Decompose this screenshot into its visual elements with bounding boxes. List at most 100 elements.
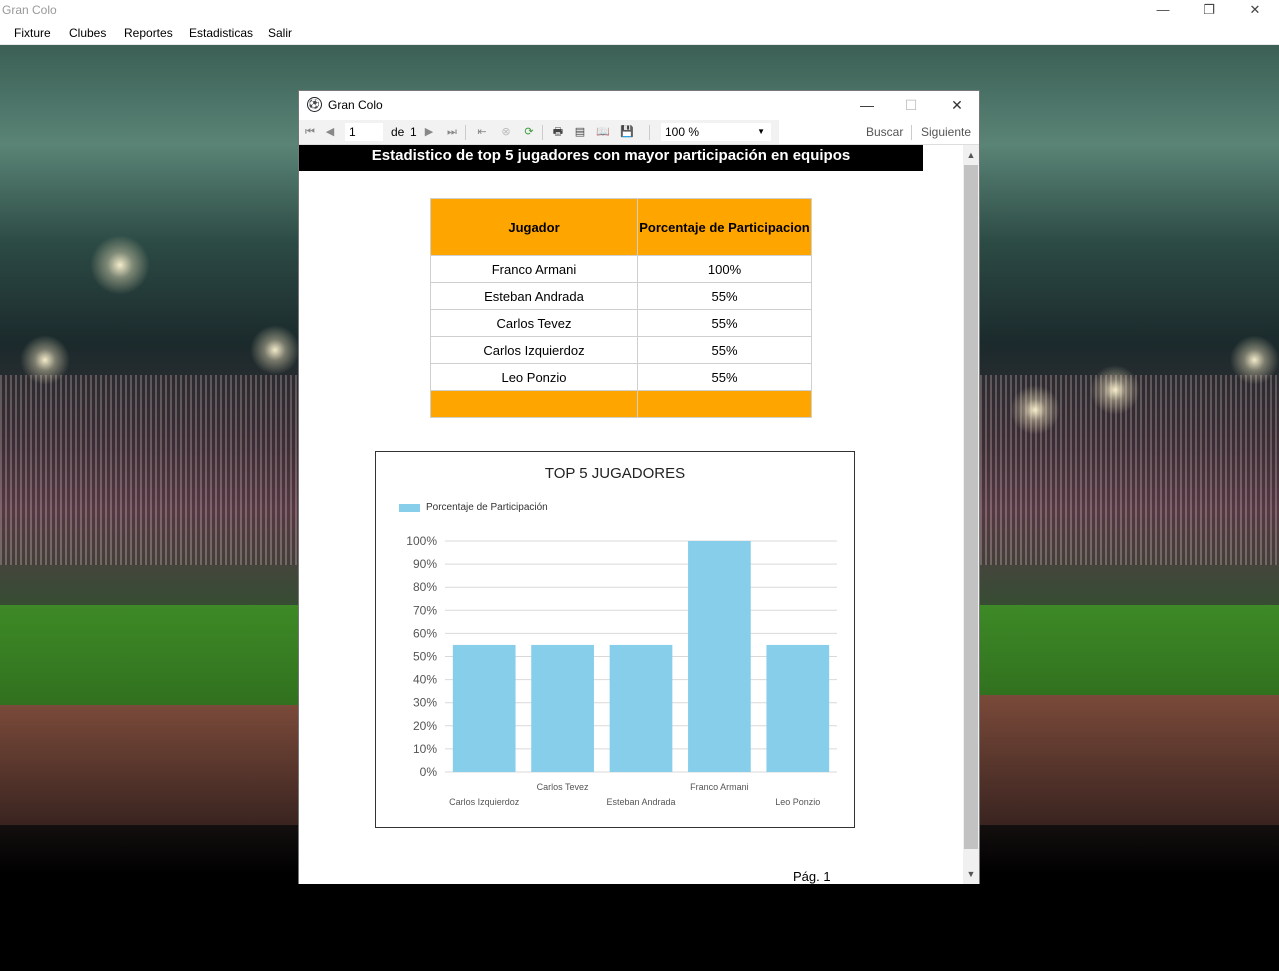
dialog-titlebar: ⚽ Gran Colo — ☐ ✕ bbox=[299, 91, 979, 120]
floodlight bbox=[1010, 385, 1060, 435]
refresh-icon[interactable]: ⟳ bbox=[524, 126, 534, 138]
find-next-button[interactable]: Siguiente bbox=[921, 125, 972, 139]
track-right bbox=[980, 695, 1279, 825]
page-total: 1 bbox=[410, 125, 417, 139]
y-tick-label: 80% bbox=[413, 580, 437, 594]
menu-fixture[interactable]: Fixture bbox=[14, 26, 51, 40]
report-toolbar: ⏮ ◀ de 1 ▶ ⏭ ⇤ ⊗ ⟳ 🖶 ▤ 📖 💾 100 % ▼ Busca… bbox=[299, 120, 979, 145]
find-button[interactable]: Buscar bbox=[866, 125, 904, 139]
y-tick-label: 40% bbox=[413, 673, 437, 687]
cell-player: Leo Ponzio bbox=[430, 363, 638, 391]
legend-label: Porcentaje de Participación bbox=[426, 502, 548, 513]
print-layout-icon[interactable]: ▤ bbox=[574, 126, 586, 138]
last-page-icon[interactable]: ⏭ bbox=[447, 126, 457, 138]
menu-clubes[interactable]: Clubes bbox=[69, 26, 107, 40]
bar bbox=[609, 644, 673, 772]
floodlight bbox=[250, 325, 300, 375]
toolbar-separator bbox=[649, 125, 650, 140]
report-header: Estadistico de top 5 jugadores con mayor… bbox=[299, 145, 923, 171]
cell-percentage: 55% bbox=[637, 336, 812, 364]
table-footer-row bbox=[430, 390, 812, 418]
floodlight bbox=[1090, 365, 1140, 415]
report-viewer-window: ⚽ Gran Colo — ☐ ✕ ⏮ ◀ de 1 ▶ ⏭ ⇤ ⊗ ⟳ 🖶 ▤… bbox=[298, 90, 980, 884]
field-right bbox=[980, 605, 1279, 705]
scrollbar-thumb[interactable] bbox=[964, 165, 978, 849]
menu-estadisticas[interactable]: Estadisticas bbox=[189, 26, 254, 40]
cell-percentage: 55% bbox=[637, 363, 812, 391]
soccer-ball-icon: ⚽ bbox=[307, 97, 322, 112]
cell-player: Carlos Izquierdoz bbox=[430, 336, 638, 364]
dialog-maximize-button[interactable]: ☐ bbox=[904, 97, 918, 113]
chart-title: TOP 5 JUGADORES bbox=[544, 465, 686, 482]
y-tick-label: 90% bbox=[413, 557, 437, 571]
page-number-label: Pág. 1 bbox=[793, 869, 831, 884]
header-porcentaje: Porcentaje de Participacion bbox=[637, 198, 812, 256]
export-icon[interactable]: 💾 bbox=[620, 126, 634, 138]
prev-page-icon[interactable]: ◀ bbox=[325, 126, 335, 138]
stop-icon[interactable]: ⊗ bbox=[501, 126, 511, 138]
toolbar-separator bbox=[911, 125, 912, 140]
y-tick-label: 20% bbox=[413, 719, 437, 733]
x-tick-label: Carlos Izquierdoz bbox=[449, 797, 520, 807]
cell-player: Esteban Andrada bbox=[430, 282, 638, 310]
floodlight bbox=[1230, 335, 1279, 385]
dialog-close-button[interactable]: ✕ bbox=[951, 97, 963, 113]
y-tick-label: 70% bbox=[413, 603, 437, 617]
bar bbox=[531, 644, 594, 772]
table-row: Leo Ponzio 55% bbox=[430, 363, 812, 391]
table-header-row: Jugador Porcentaje de Participacion bbox=[430, 198, 812, 256]
track-left bbox=[0, 705, 300, 825]
bar bbox=[766, 644, 830, 772]
x-tick-label: Leo Ponzio bbox=[775, 797, 820, 807]
menu-salir[interactable]: Salir bbox=[268, 26, 293, 40]
zoom-value: 100 % bbox=[665, 125, 700, 139]
scroll-up-icon[interactable]: ▲ bbox=[966, 150, 976, 160]
print-icon[interactable]: 🖶 bbox=[552, 126, 564, 138]
x-tick-label: Carlos Tevez bbox=[537, 782, 589, 792]
page-number-input[interactable] bbox=[345, 123, 383, 141]
bar bbox=[452, 644, 516, 772]
first-page-icon[interactable]: ⏮ bbox=[305, 126, 315, 138]
cell-percentage: 100% bbox=[637, 255, 812, 283]
toolbar-separator bbox=[465, 125, 466, 140]
floodlight bbox=[90, 235, 150, 295]
vertical-scrollbar[interactable]: ▲ ▼ bbox=[963, 145, 979, 884]
menu-reportes[interactable]: Reportes bbox=[124, 26, 173, 40]
cell-percentage: 55% bbox=[637, 282, 812, 310]
header-jugador: Jugador bbox=[430, 198, 638, 256]
dialog-title: Gran Colo bbox=[328, 98, 383, 112]
footer-cell bbox=[637, 390, 812, 418]
page-of-label: de bbox=[391, 125, 405, 139]
y-tick-label: 60% bbox=[413, 626, 437, 640]
participation-table: Jugador Porcentaje de Participacion Fran… bbox=[430, 198, 812, 418]
cell-percentage: 55% bbox=[637, 309, 812, 337]
minimize-button[interactable]: — bbox=[1156, 2, 1170, 17]
y-tick-label: 30% bbox=[413, 696, 437, 710]
page-setup-icon[interactable]: 📖 bbox=[596, 126, 610, 138]
legend-swatch bbox=[399, 504, 420, 512]
back-icon[interactable]: ⇤ bbox=[477, 126, 487, 138]
cell-player: Franco Armani bbox=[430, 255, 638, 283]
table-row: Carlos Izquierdoz 55% bbox=[430, 336, 812, 364]
chevron-down-icon: ▼ bbox=[757, 127, 765, 136]
y-tick-label: 100% bbox=[406, 534, 437, 548]
main-titlebar: Gran Colo — ❐ ✕ bbox=[0, 0, 1279, 22]
crowd-left bbox=[0, 375, 300, 565]
restore-button[interactable]: ❐ bbox=[1203, 2, 1215, 17]
chart-plot-area: 0% 10% 20% 30% 40% 50% 60% 70% 80% 90% 100% Carlos … bbox=[406, 534, 837, 807]
menu-bar: Fixture Clubes Reportes Estadisticas Sal… bbox=[0, 22, 1279, 45]
x-tick-label: Esteban Andrada bbox=[606, 797, 675, 807]
next-page-icon[interactable]: ▶ bbox=[424, 126, 434, 138]
scroll-down-icon[interactable]: ▼ bbox=[966, 869, 976, 879]
dialog-minimize-button[interactable]: — bbox=[860, 97, 874, 113]
floodlight bbox=[20, 335, 70, 385]
bar bbox=[688, 541, 751, 772]
footer-cell bbox=[430, 390, 638, 418]
y-tick-label: 0% bbox=[420, 765, 438, 779]
table-row: Carlos Tevez 55% bbox=[430, 309, 812, 337]
x-tick-label: Franco Armani bbox=[690, 782, 749, 792]
table-row: Esteban Andrada 55% bbox=[430, 282, 812, 310]
field-left bbox=[0, 605, 300, 715]
zoom-select[interactable]: 100 % ▼ bbox=[661, 123, 771, 141]
close-button[interactable]: ✕ bbox=[1249, 2, 1261, 17]
